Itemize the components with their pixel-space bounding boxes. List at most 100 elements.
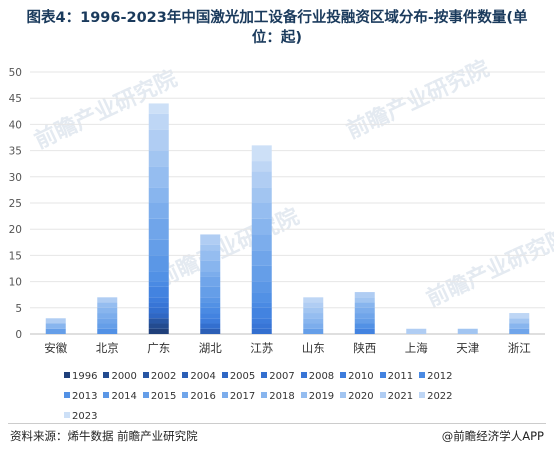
bar-segment-广东-2014 xyxy=(148,255,169,272)
legend-item-2014: 2014 xyxy=(103,387,137,407)
bar-segment-江苏-2020 xyxy=(251,187,272,203)
legend-label: 2011 xyxy=(387,371,414,382)
bar-segment-浙江-2022 xyxy=(509,313,530,319)
bar-segment-浙江-2020 xyxy=(509,318,530,324)
bar-segment-江苏-2012 xyxy=(251,302,272,308)
bar-segment-广东-2023 xyxy=(148,103,169,114)
bar-segment-江苏-2007 xyxy=(251,328,272,334)
legend-label: 2014 xyxy=(111,391,137,402)
legend-item-2013: 2013 xyxy=(64,387,97,407)
bar-segment-山东-2018 xyxy=(303,318,324,324)
bar-segment-北京-2015 xyxy=(97,323,118,329)
bar-segment-陕西-2021 xyxy=(354,292,375,298)
bar-segment-江苏-2017 xyxy=(251,234,272,251)
bar-segment-湖北-2010 xyxy=(200,318,221,324)
legend-swatch xyxy=(182,392,189,398)
y-tick-label: 10 xyxy=(9,277,22,289)
footer-divider xyxy=(8,423,546,424)
bar-segment-江苏-2019 xyxy=(251,203,272,219)
bar-segment-江苏-2016 xyxy=(251,250,272,266)
bar-segment-广东-2019 xyxy=(148,166,169,188)
bar-segment-江苏-2011 xyxy=(251,307,272,319)
bar-segment-陕西-2011 xyxy=(354,328,375,334)
bar-segment-湖北-2007 xyxy=(200,323,221,329)
bar-segment-北京-2021 xyxy=(97,297,118,303)
bar-segment-江苏-2021 xyxy=(251,171,272,188)
legend-swatch xyxy=(142,392,149,398)
x-tick-label: 天津 xyxy=(456,341,479,355)
legend-label: 2019 xyxy=(308,391,335,402)
legend-item-2011: 2011 xyxy=(379,367,414,387)
bar-segment-湖北-2018 xyxy=(200,260,221,272)
legend-swatch xyxy=(340,372,347,378)
legend-item-1996: 1996 xyxy=(64,367,97,387)
y-tick-label: 45 xyxy=(9,93,22,105)
legend-label: 2017 xyxy=(229,391,256,402)
bar-segment-安徽-2018 xyxy=(45,323,66,329)
bar-segment-广东-2007 xyxy=(148,307,169,314)
bar-segment-湖北-2019 xyxy=(200,250,221,261)
y-tick-label: 0 xyxy=(15,329,22,341)
legend-item-2004: 2004 xyxy=(182,367,216,387)
y-tick-label: 5 xyxy=(15,303,22,315)
legend-swatch xyxy=(142,372,149,378)
legend-swatch xyxy=(103,392,110,398)
bar-segment-江苏-2013 xyxy=(251,292,272,303)
legend-label: 2012 xyxy=(427,371,453,382)
legend-item-2015: 2015 xyxy=(142,387,176,407)
bar-segment-广东-2005 xyxy=(148,313,169,319)
bar-segment-广东-2022 xyxy=(148,113,169,130)
legend-swatch xyxy=(419,392,426,398)
legend-item-2010: 2010 xyxy=(340,367,374,387)
bar-segment-江苏-2010 xyxy=(251,318,272,324)
legend-item-2017: 2017 xyxy=(221,387,256,407)
bar-segment-陕西-2017 xyxy=(354,307,375,314)
legend-label: 2008 xyxy=(308,371,335,382)
legend-label: 1996 xyxy=(72,371,98,382)
bar-segment-山东-2017 xyxy=(303,323,324,329)
bar-segment-北京-2019 xyxy=(97,302,118,308)
legend-label: 2000 xyxy=(111,371,137,382)
x-tick-label: 湖北 xyxy=(199,341,222,355)
bar-segment-陕西-2015 xyxy=(354,318,375,324)
y-tick-label: 15 xyxy=(9,250,22,262)
bar-segment-浙江-2016 xyxy=(509,328,530,334)
legend-label: 2023 xyxy=(72,411,98,422)
x-tick-label: 上海 xyxy=(405,341,428,355)
chart-title: 图表4：1996-2023年中国激光加工设备行业投融资区域分布-按事件数量(单位… xyxy=(26,10,528,46)
bar-segment-山东-2020 xyxy=(303,307,324,314)
legend-swatch xyxy=(64,392,70,398)
bar-segment-安徽-2021 xyxy=(45,318,66,324)
bar-segment-山东-2019 xyxy=(303,313,324,319)
bar-segment-江苏-2023 xyxy=(251,145,272,162)
bar-segment-广东-1996 xyxy=(148,328,169,334)
legend-swatch xyxy=(64,372,70,378)
bar-segment-陕西-2016 xyxy=(354,313,375,319)
legend-swatch xyxy=(221,392,228,398)
bar-segment-湖北-2021 xyxy=(200,234,221,245)
y-tick-label: 20 xyxy=(9,224,22,236)
bar-segment-广东-2008 xyxy=(148,302,169,308)
y-tick-label: 25 xyxy=(9,198,22,210)
legend-label: 2010 xyxy=(348,371,374,382)
legend-item-2016: 2016 xyxy=(182,387,216,407)
legend-swatch xyxy=(182,372,189,378)
legend-swatch xyxy=(379,372,386,378)
bar-segment-天津-2020 xyxy=(457,328,478,334)
legend-label: 2013 xyxy=(72,391,98,402)
bar-segment-上海-2021 xyxy=(406,328,427,334)
legend-swatch xyxy=(261,392,268,398)
legend-swatch xyxy=(340,392,347,398)
bar-segment-广东-2021 xyxy=(148,129,169,151)
legend-item-2023: 2023 xyxy=(64,407,97,427)
y-tick-label: 30 xyxy=(9,172,22,184)
bar-segment-湖北-2011 xyxy=(200,313,221,319)
bar-chart: 0 5 10 15 20 25 30 35 40 45 50 安徽 北京 广东 湖北 江苏 山东 陕西 上海 天津 浙江 xyxy=(9,67,545,355)
footer-source: 资料来源：烯牛数据 前瞻产业研究院 xyxy=(10,429,198,443)
bar-segment-广东-2000 xyxy=(148,323,169,329)
x-tick-label: 北京 xyxy=(96,341,119,355)
legend-item-2012: 2012 xyxy=(419,367,453,387)
bar-segment-广东-2002 xyxy=(148,318,169,324)
legend-label: 2002 xyxy=(150,371,177,382)
y-tick-label: 40 xyxy=(9,119,22,131)
